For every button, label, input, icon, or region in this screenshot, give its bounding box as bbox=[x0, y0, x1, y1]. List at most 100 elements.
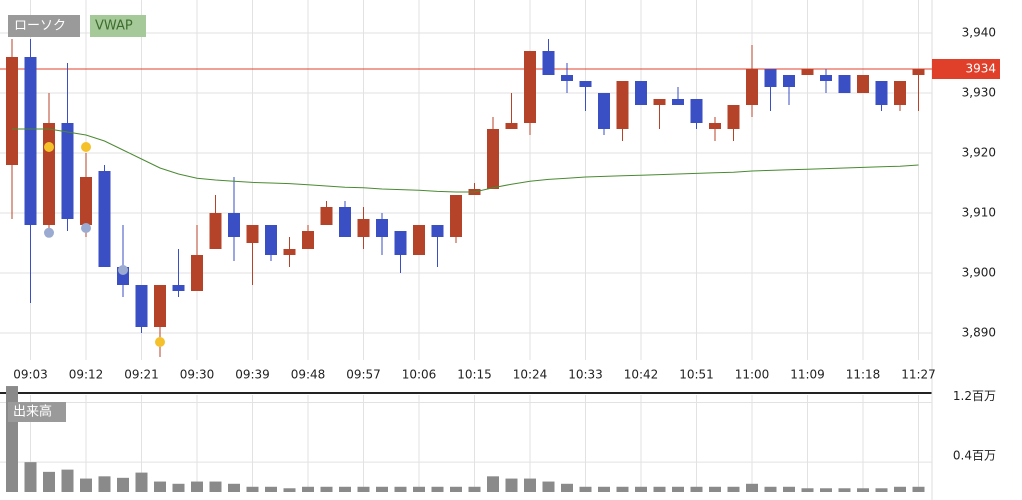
candle-body bbox=[413, 225, 425, 255]
volume-bar bbox=[542, 481, 555, 492]
signal-marker bbox=[81, 223, 91, 233]
volume-bar bbox=[191, 481, 203, 492]
volume-tick-label: 0.4百万 bbox=[953, 449, 996, 463]
y-tick-label: 3,920 bbox=[962, 146, 996, 160]
legend-candles: ローソク bbox=[14, 19, 66, 34]
volume-bar bbox=[320, 486, 333, 492]
volume-bar bbox=[487, 476, 499, 492]
volume-bar bbox=[24, 462, 37, 492]
candle-body bbox=[598, 93, 610, 129]
x-tick-label: 10:15 bbox=[457, 368, 492, 382]
volume-bar bbox=[820, 488, 832, 492]
candle-body bbox=[672, 99, 684, 105]
volume-bar bbox=[80, 478, 92, 492]
candle-body bbox=[542, 51, 555, 75]
candle-body bbox=[820, 75, 832, 81]
x-tick-label: 09:57 bbox=[346, 368, 381, 382]
candle-body bbox=[875, 81, 888, 105]
vwap-line bbox=[12, 128, 919, 193]
volume-bar bbox=[339, 486, 351, 492]
candle-body bbox=[6, 57, 18, 165]
candle-body bbox=[339, 207, 351, 237]
volume-bar bbox=[154, 481, 166, 492]
volume-bar bbox=[616, 486, 629, 492]
volume-bar bbox=[783, 486, 795, 492]
y-tick-label: 3,930 bbox=[962, 86, 996, 100]
legend-volume: 出来高 bbox=[13, 404, 52, 420]
volume-bar bbox=[672, 486, 684, 492]
candle-body bbox=[24, 57, 37, 225]
x-tick-label: 09:21 bbox=[124, 368, 159, 382]
volume-bar bbox=[357, 486, 370, 492]
y-tick-label: 3,910 bbox=[962, 206, 996, 220]
x-tick-label: 10:42 bbox=[624, 368, 659, 382]
volume-bar bbox=[690, 486, 703, 492]
volume-bar bbox=[801, 488, 814, 492]
volume-bar bbox=[635, 486, 647, 492]
candle-body bbox=[505, 123, 518, 129]
legend-box-vwap bbox=[90, 15, 146, 37]
candle-body bbox=[154, 285, 166, 327]
candle-body bbox=[246, 225, 259, 243]
candle-body bbox=[653, 99, 666, 105]
candle-body bbox=[635, 81, 647, 105]
volume-bar bbox=[117, 477, 129, 492]
candle-body bbox=[746, 69, 758, 105]
x-tick-label: 10:24 bbox=[513, 368, 548, 382]
volume-bar bbox=[209, 481, 222, 492]
x-tick-label: 11:09 bbox=[790, 368, 825, 382]
legend-box-candles bbox=[8, 15, 80, 37]
x-tick-label: 10:51 bbox=[679, 368, 714, 382]
volume-bar bbox=[505, 478, 518, 492]
candle-body bbox=[80, 177, 92, 225]
candle-body bbox=[172, 285, 185, 291]
current-price-badge bbox=[932, 59, 1000, 79]
x-tick-label: 11:27 bbox=[901, 368, 936, 382]
candle-body bbox=[43, 123, 55, 225]
volume-bar bbox=[265, 486, 277, 492]
candle-body bbox=[228, 213, 240, 237]
candle-body bbox=[357, 219, 370, 237]
candle-body bbox=[783, 75, 795, 87]
volume-bar bbox=[857, 488, 869, 492]
candle-body bbox=[764, 69, 777, 87]
legend-vwap: VWAP bbox=[95, 19, 133, 34]
candle-body bbox=[302, 231, 314, 249]
volume-bar bbox=[302, 486, 314, 492]
candle-body bbox=[709, 123, 721, 129]
volume-bar bbox=[468, 486, 481, 492]
volume-bar bbox=[61, 469, 74, 492]
x-tick-label: 09:03 bbox=[13, 368, 48, 382]
candle-body bbox=[894, 81, 906, 105]
candle-body bbox=[320, 207, 333, 225]
volume-bar bbox=[709, 486, 721, 492]
candle-body bbox=[283, 249, 296, 255]
volume-bar bbox=[246, 486, 259, 492]
volume-bar bbox=[376, 486, 388, 492]
current-price-label: 3934 bbox=[965, 62, 996, 76]
x-tick-label: 10:06 bbox=[402, 368, 437, 382]
candle-body bbox=[690, 99, 703, 123]
candle-body bbox=[727, 105, 740, 129]
volume-bar bbox=[727, 486, 740, 492]
candle-body bbox=[209, 213, 222, 249]
candle-body bbox=[61, 123, 74, 219]
candle-body bbox=[857, 75, 869, 93]
candle-body bbox=[561, 75, 573, 81]
volume-bar bbox=[579, 486, 592, 492]
candle-body bbox=[838, 75, 851, 93]
x-tick-label: 11:18 bbox=[846, 368, 881, 382]
signal-marker bbox=[155, 337, 165, 347]
y-tick-label: 3,940 bbox=[962, 26, 996, 40]
candle-body bbox=[616, 81, 629, 129]
volume-bar bbox=[894, 486, 906, 492]
volume-bar bbox=[98, 476, 111, 492]
signal-marker bbox=[44, 142, 54, 152]
volume-tick-label: 1.2百万 bbox=[953, 389, 996, 403]
candle-body bbox=[487, 129, 499, 189]
candle-body bbox=[431, 225, 444, 237]
x-tick-label: 11:00 bbox=[735, 368, 770, 382]
signal-marker bbox=[44, 227, 54, 238]
